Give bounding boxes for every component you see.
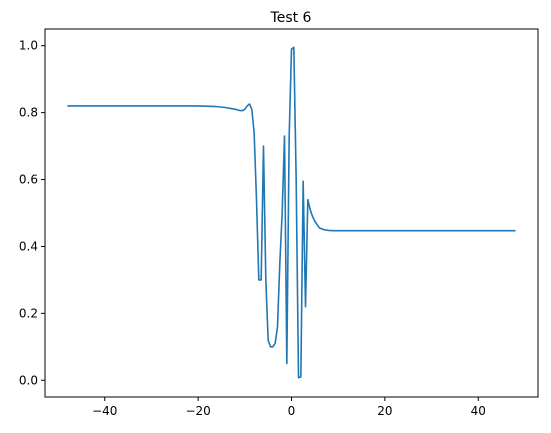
chart-title: Test 6 <box>270 10 312 26</box>
y-tick-label: 0.8 <box>19 106 38 120</box>
y-tick-label: 0.2 <box>19 306 38 320</box>
x-tick-label: 20 <box>377 404 392 418</box>
series-line-0 <box>67 46 516 379</box>
axes-frame <box>44 28 539 398</box>
y-tick-label: 0.4 <box>19 239 38 253</box>
x-tick-label: 0 <box>288 404 296 418</box>
axis-ticks: −40 −20 0 20 40 0.0 0.2 0.4 0.6 0.8 1.0 <box>19 39 486 418</box>
plot-area <box>67 46 516 379</box>
x-tick-label: −20 <box>185 404 210 418</box>
y-tick-label: 0.0 <box>19 373 38 387</box>
x-tick-label: −40 <box>92 404 117 418</box>
x-tick-label: 40 <box>471 404 486 418</box>
y-tick-label: 0.6 <box>19 173 38 187</box>
y-tick-label: 1.0 <box>19 39 38 53</box>
